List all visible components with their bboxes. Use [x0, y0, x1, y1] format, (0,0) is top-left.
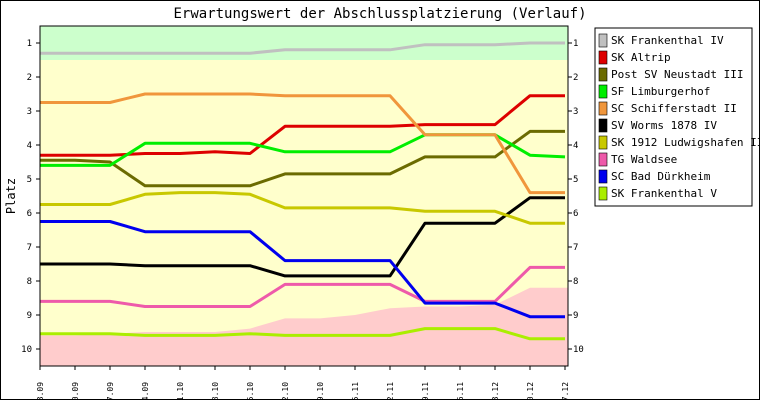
background-bands [40, 26, 568, 366]
legend-label: SC Schifferstadt II [611, 102, 737, 115]
series-lines [40, 41, 566, 341]
y-tick-label-right: 5 [573, 175, 578, 185]
x-tick-label: 03.09 [36, 382, 45, 400]
x-tick-label: 08.10 [211, 382, 220, 400]
y-tick-label-right: 10 [573, 345, 584, 355]
legend: SK Frankenthal IV SK Altrip Post SV Neusta… [594, 27, 760, 207]
y-tick-label-left: 3 [27, 107, 32, 117]
y-tick-label-left: 2 [27, 73, 32, 83]
legend-box [594, 27, 753, 207]
x-tick-label: 01.10 [176, 382, 185, 400]
y-tick-label-left: 1 [27, 39, 32, 49]
plot-area-border [39, 25, 569, 367]
legend-label: SV Worms 1878 IV [611, 119, 717, 132]
legend-label: SK Frankenthal V [611, 187, 717, 200]
x-tick-label: 22.10 [281, 382, 290, 400]
legend-swatch [598, 67, 608, 82]
y-tick-label-left: 7 [27, 243, 32, 253]
legend-swatch [598, 118, 608, 133]
series-line-3 [40, 129, 565, 188]
y-tick-label-right: 8 [573, 277, 578, 287]
legend-label: SC Bad Dürkheim [611, 170, 711, 183]
series-line-9 [40, 220, 565, 319]
y-tick-label-left: 9 [27, 311, 32, 321]
y-tick-label-right: 3 [573, 107, 578, 117]
legend-label: SK 1912 Ludwigshafen II [611, 136, 760, 149]
y-tick-label-right: 9 [573, 311, 578, 321]
x-tick-label: 24.09 [141, 382, 150, 400]
x-tick-label: 10.09 [71, 382, 80, 400]
series-line-1 [40, 41, 565, 55]
y-tick-label-right: 2 [573, 73, 578, 83]
y-tick-label-left: 6 [27, 209, 32, 219]
x-tick-label: 17.09 [106, 382, 115, 400]
y-tick-label-left: 4 [27, 141, 32, 151]
series-line-6 [40, 196, 565, 278]
legend-label: SF Limburgerhof [611, 85, 710, 98]
legend-swatch [598, 135, 608, 150]
legend-swatch [598, 50, 608, 65]
y-tick-label-right: 7 [573, 243, 578, 253]
y-tick-label-right: 4 [573, 141, 578, 151]
series-line-5 [40, 92, 565, 195]
x-tick-label: 17.12 [561, 382, 570, 400]
x-tick-label: 29.10 [316, 382, 325, 400]
x-tick-label: 26.11 [456, 382, 465, 400]
chart-title: Erwartungswert der Abschlussplatzierung … [173, 6, 586, 22]
x-tick-label: 19.11 [421, 382, 430, 400]
y-tick-label-left: 5 [27, 175, 32, 185]
y-tick-label-right: 6 [573, 209, 578, 219]
x-tick-label: 15.10 [246, 382, 255, 400]
series-line-7 [40, 191, 565, 225]
x-tick-label: 10.12 [526, 382, 535, 400]
y-tick-label-right: 1 [573, 39, 578, 49]
band-bottom [40, 287, 568, 366]
legend-label: Post SV Neustadt III [611, 68, 743, 81]
axis-ticks: 1 1 2 2 3 3 4 4 5 5 6 6 7 7 8 8 9 9 10 10 03.09 10.09 17.09 24.… [21, 39, 584, 400]
x-tick-label: 05.11 [351, 382, 360, 400]
legend-label: SK Frankenthal IV [611, 34, 724, 47]
legend-label: TG Waldsee [611, 153, 677, 166]
legend-swatch [598, 84, 608, 99]
x-tick-label: 12.11 [386, 382, 395, 400]
band-top [40, 26, 568, 60]
legend-swatch [598, 101, 608, 116]
legend-swatch [598, 169, 608, 184]
x-tick-label: 03.12 [491, 382, 500, 400]
legend-swatch [598, 152, 608, 167]
series-line-10 [40, 327, 565, 341]
y-axis-label: Platz [4, 178, 18, 214]
legend-swatch [598, 33, 608, 48]
legend-swatch [598, 186, 608, 201]
y-tick-label-left: 8 [27, 277, 32, 287]
series-line-8 [40, 265, 565, 308]
y-tick-label-left: 10 [21, 345, 32, 355]
legend-label: SK Altrip [611, 51, 671, 64]
